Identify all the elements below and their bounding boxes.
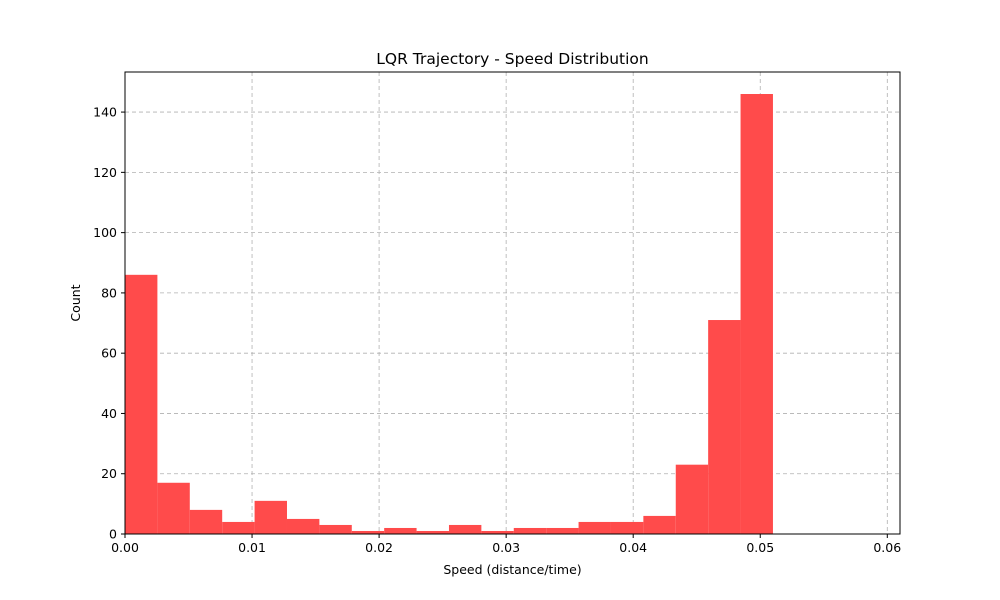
y-tick-label: 120 (93, 165, 117, 180)
histogram-bar (643, 515, 676, 534)
histogram-bar (286, 518, 320, 534)
histogram-bar (675, 464, 709, 534)
histogram-bar (481, 530, 514, 534)
x-tick-label: 0.04 (619, 540, 647, 555)
histogram-bar (384, 527, 417, 534)
histogram-bar (546, 527, 579, 534)
histogram-bar (125, 274, 158, 534)
x-axis-label: Speed (distance/time) (443, 562, 581, 577)
chart-title: LQR Trajectory - Speed Distribution (376, 50, 648, 68)
histogram-bar (578, 521, 611, 534)
x-tick-label: 0.00 (111, 540, 139, 555)
histogram-bar (222, 521, 255, 534)
x-tick-label: 0.05 (746, 540, 774, 555)
histogram-bar (448, 524, 482, 534)
histogram-bar (708, 320, 741, 534)
y-tick-label: 40 (101, 406, 117, 421)
histogram-bar (351, 530, 385, 534)
histogram-bars (125, 94, 773, 534)
histogram-bar (740, 94, 773, 534)
x-tick-label: 0.06 (873, 540, 901, 555)
histogram-bar (189, 509, 223, 534)
y-tick-label: 80 (101, 285, 117, 300)
plot-frame (124, 71, 901, 535)
x-tick-label: 0.01 (238, 540, 266, 555)
histogram-bar (157, 482, 190, 534)
histogram-bar (416, 530, 449, 534)
y-tick-label: 60 (101, 346, 117, 361)
histogram-bar (513, 527, 547, 534)
y-axis-label: Count (68, 284, 83, 321)
histogram-bar (254, 500, 287, 534)
x-tick-label: 0.03 (492, 540, 520, 555)
y-tick-label: 0 (109, 527, 117, 542)
y-tick-label: 20 (101, 466, 117, 481)
axis-ticks: 0.00 0.01 0.02 0.03 0.04 0.05 0.06 0 20 40 60 80 100… (93, 105, 901, 555)
x-tick-label: 0.02 (365, 540, 393, 555)
y-tick-label: 140 (93, 105, 117, 120)
histogram-bar (319, 524, 352, 534)
histogram-bar (610, 521, 644, 534)
y-tick-label: 100 (93, 225, 117, 240)
